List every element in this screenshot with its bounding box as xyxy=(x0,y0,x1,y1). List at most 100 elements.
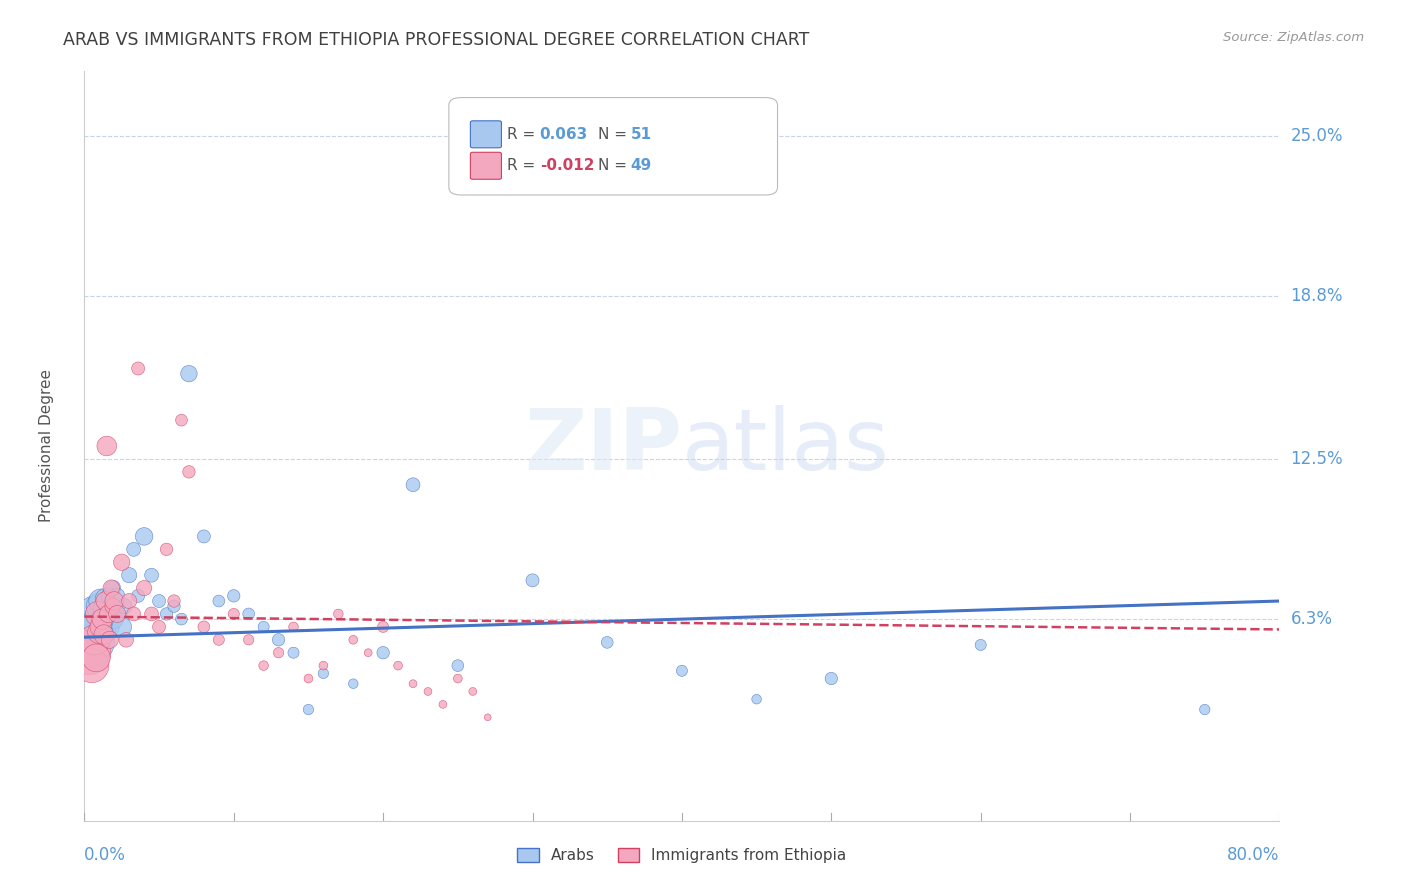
Point xyxy=(238,632,260,647)
Point xyxy=(141,607,163,621)
Point xyxy=(127,361,149,376)
Point xyxy=(101,581,124,595)
Point xyxy=(820,672,842,686)
Point xyxy=(297,672,319,686)
Point xyxy=(97,607,120,621)
Point xyxy=(170,612,193,626)
Point xyxy=(107,607,129,621)
Point xyxy=(342,676,364,690)
Point xyxy=(105,607,128,621)
Point xyxy=(312,658,335,673)
Point xyxy=(522,574,544,588)
Text: R =: R = xyxy=(508,127,540,142)
Point xyxy=(461,684,484,698)
Point xyxy=(671,664,693,678)
Point xyxy=(267,646,290,660)
Point xyxy=(91,612,114,626)
Point xyxy=(1194,702,1216,716)
Point xyxy=(402,477,425,491)
FancyBboxPatch shape xyxy=(471,120,502,148)
Point xyxy=(148,594,170,608)
Point xyxy=(103,612,125,626)
Point xyxy=(80,620,103,634)
Point xyxy=(96,625,118,640)
Text: N =: N = xyxy=(599,127,633,142)
Point xyxy=(432,698,454,712)
Point xyxy=(89,625,111,640)
Point xyxy=(122,542,145,557)
Point xyxy=(132,529,156,543)
Point xyxy=(222,589,245,603)
Point xyxy=(114,599,136,614)
Point xyxy=(132,581,156,595)
Point xyxy=(477,710,499,724)
Text: ARAB VS IMMIGRANTS FROM ETHIOPIA PROFESSIONAL DEGREE CORRELATION CHART: ARAB VS IMMIGRANTS FROM ETHIOPIA PROFESS… xyxy=(63,31,810,49)
FancyBboxPatch shape xyxy=(449,97,778,195)
Point xyxy=(97,607,120,621)
Point xyxy=(118,594,141,608)
Text: -0.012: -0.012 xyxy=(540,158,595,173)
Point xyxy=(253,620,276,634)
Point xyxy=(122,607,145,621)
Text: 12.5%: 12.5% xyxy=(1291,450,1343,468)
Point xyxy=(163,599,186,614)
Point xyxy=(87,615,110,629)
Point xyxy=(87,607,110,621)
Point xyxy=(83,625,105,640)
Point xyxy=(970,638,993,652)
Point xyxy=(104,599,127,614)
Point xyxy=(111,620,134,634)
Point xyxy=(91,612,114,626)
Point xyxy=(447,658,470,673)
Text: 51: 51 xyxy=(630,127,651,142)
Point xyxy=(177,367,200,381)
Point xyxy=(596,635,619,649)
Point xyxy=(208,594,231,608)
Point xyxy=(193,529,215,543)
Point xyxy=(98,589,121,603)
Point xyxy=(745,692,768,706)
Text: 25.0%: 25.0% xyxy=(1291,127,1343,145)
Point xyxy=(94,594,117,608)
Text: 0.063: 0.063 xyxy=(540,127,588,142)
Point xyxy=(105,589,128,603)
Point xyxy=(253,658,276,673)
Point xyxy=(90,620,112,634)
Point xyxy=(402,676,425,690)
Text: 0.0%: 0.0% xyxy=(84,846,127,863)
Point xyxy=(238,607,260,621)
Point xyxy=(148,620,170,634)
Point xyxy=(373,620,395,634)
Point xyxy=(89,599,111,614)
Point xyxy=(96,439,118,453)
Point xyxy=(77,632,100,647)
Point xyxy=(163,594,186,608)
Point xyxy=(77,646,100,660)
Text: atlas: atlas xyxy=(682,404,890,488)
Text: 18.8%: 18.8% xyxy=(1291,287,1343,305)
Text: 80.0%: 80.0% xyxy=(1227,846,1279,863)
Text: 49: 49 xyxy=(630,158,652,173)
Point xyxy=(100,581,122,595)
Point xyxy=(447,672,470,686)
Legend: Arabs, Immigrants from Ethiopia: Arabs, Immigrants from Ethiopia xyxy=(512,841,852,869)
Point xyxy=(222,607,245,621)
Point xyxy=(98,632,121,647)
Point xyxy=(93,601,115,615)
FancyBboxPatch shape xyxy=(471,153,502,179)
Point xyxy=(101,599,124,614)
Point xyxy=(170,413,193,427)
Point xyxy=(155,542,177,557)
Point xyxy=(283,620,305,634)
Text: ZIP: ZIP xyxy=(524,404,682,488)
Point xyxy=(155,607,177,621)
Point xyxy=(111,555,134,569)
Point xyxy=(193,620,215,634)
Text: R =: R = xyxy=(508,158,540,173)
Point xyxy=(373,646,395,660)
Point xyxy=(387,658,409,673)
Point xyxy=(127,589,149,603)
Point xyxy=(86,651,108,665)
Point xyxy=(208,632,231,647)
Point xyxy=(177,465,200,479)
